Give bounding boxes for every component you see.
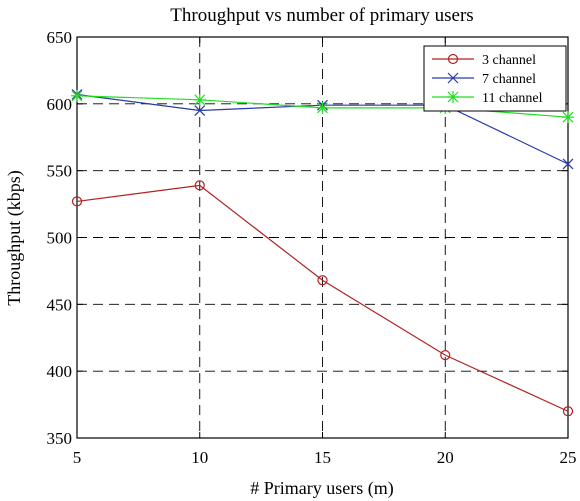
legend-marker-7-channel [447, 72, 459, 84]
y-tick-label: 400 [47, 362, 73, 381]
x-tick-label: 15 [314, 448, 331, 467]
data-point-11-channel [193, 93, 206, 106]
x-tick-label: 20 [437, 448, 454, 467]
x-axis-title: # Primary users (m) [250, 478, 393, 499]
chart-title: Throughput vs number of primary users [170, 5, 473, 26]
data-point-3-channel [440, 350, 451, 361]
legend-label-3-channel: 3 channel [482, 53, 536, 68]
legend-label-11-channel: 11 channel [482, 91, 543, 106]
y-tick-label: 450 [47, 295, 73, 314]
data-point-11-channel [562, 111, 574, 124]
y-tick-label: 500 [47, 229, 73, 248]
y-tick-label: 550 [47, 162, 73, 181]
data-point-3-channel [71, 196, 83, 207]
x-tick-label: 5 [73, 448, 82, 467]
legend-label-7-channel: 7 channel [482, 72, 536, 87]
data-point-7-channel [562, 158, 574, 170]
data-point-3-channel [562, 406, 574, 417]
x-tick-label: 10 [191, 448, 208, 467]
data-point-11-channel [316, 101, 329, 114]
data-point-3-channel [194, 180, 205, 191]
x-tick-label: 25 [560, 448, 577, 467]
legend-marker-11-channel [447, 91, 459, 103]
data-point-7-channel [194, 105, 206, 116]
y-tick-label: 600 [47, 95, 73, 114]
data-point-11-channel [71, 89, 83, 102]
legend: 3 channel 7 channel 11 channel [423, 45, 567, 112]
y-tick-label: 650 [47, 28, 73, 47]
y-axis-title: Throughput (kbps) [4, 170, 25, 305]
series-line-3-channel [76, 184, 569, 412]
legend-marker-3-channel [447, 53, 459, 65]
y-tick-label: 350 [47, 429, 73, 448]
data-point-3-channel [317, 275, 328, 286]
axis-ticks: 5 10 15 20 25 350 400 450 500 550 600 650 [47, 28, 577, 467]
